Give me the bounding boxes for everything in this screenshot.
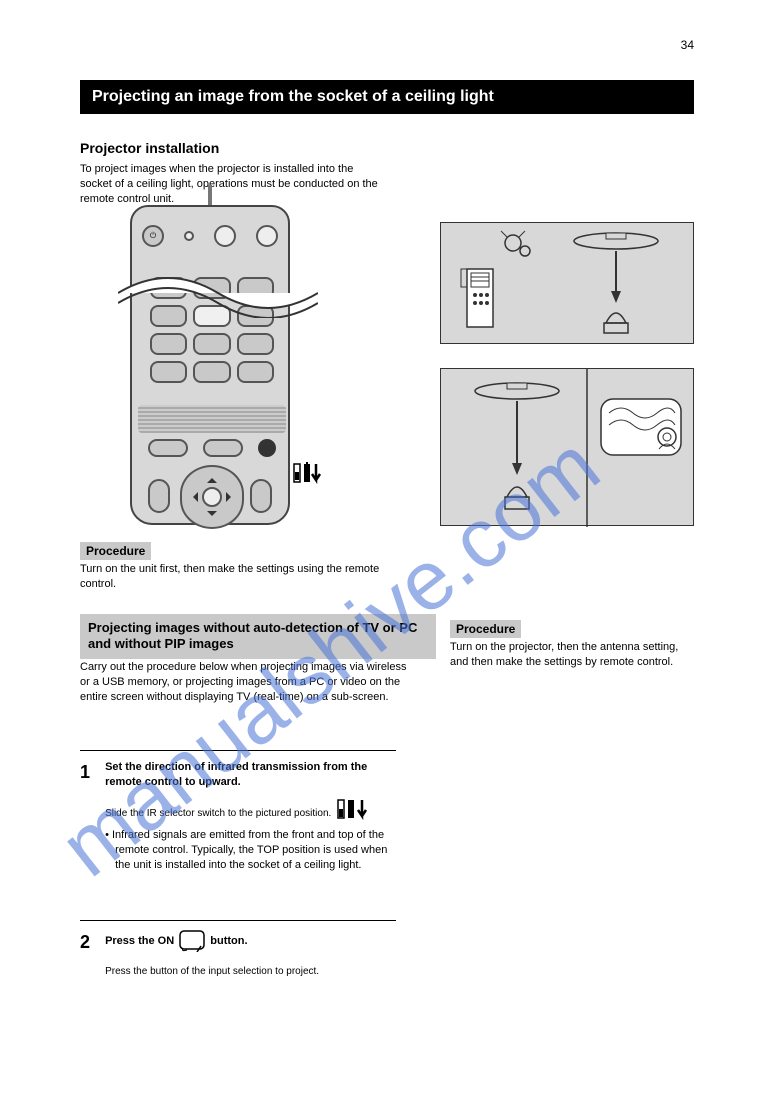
intro-text: To project images when the projector is …: [80, 162, 380, 207]
key-icon: [193, 361, 230, 383]
ir-switch-callout-icon: [292, 460, 322, 491]
step-2: 2 Press the ON button. Press the button …: [80, 930, 400, 978]
step-1-sub-text: Slide the IR selector switch to the pict…: [105, 808, 331, 819]
procedure-label-right: Procedure: [450, 620, 521, 638]
page-number: 34: [681, 38, 694, 52]
page: 34 Projecting an image from the socket o…: [0, 0, 774, 1094]
remote-top-row: ⏻: [132, 225, 288, 247]
key-icon: [237, 333, 274, 355]
step-1-sub: Slide the IR selector switch to the pict…: [105, 798, 395, 825]
dpad-right-icon: [226, 492, 236, 502]
step-number: 1: [80, 760, 102, 784]
step-body: Press the ON button. Press the button of…: [105, 930, 395, 978]
key-icon: [150, 361, 187, 383]
figure-pip: [440, 368, 694, 526]
remote-body: ⏻: [130, 205, 290, 525]
wave-cutout-icon: [118, 268, 318, 318]
divider: [80, 920, 396, 921]
side-button-icon: [250, 479, 272, 513]
step-1: 1 Set the direction of infrared transmis…: [80, 760, 400, 873]
subsection-title: Projecting images without auto-detection…: [80, 614, 436, 659]
step-number: 2: [80, 930, 102, 954]
key-icon: [150, 333, 187, 355]
ir-switch-inline-icon: [336, 798, 370, 825]
key-icon: [237, 361, 274, 383]
step-1-bullet-text: Infrared signals are emitted from the fr…: [112, 829, 387, 871]
figure-full-screen: [440, 222, 694, 344]
subsection-text: Carry out the procedure below when proje…: [80, 660, 410, 705]
step-2-sub: Press the button of the input selection …: [105, 965, 395, 979]
divider: [80, 750, 396, 751]
dpad-ok-icon: [202, 487, 222, 507]
pill-button-icon: [148, 439, 188, 457]
remote-stripe-icon: [138, 405, 286, 433]
step-1-title: Set the direction of infrared transmissi…: [105, 761, 367, 788]
dpad-left-icon: [188, 492, 198, 502]
remote-mid-row: [148, 439, 276, 457]
section-title: Projector installation: [80, 140, 219, 156]
dpad-up-icon: [207, 473, 217, 483]
power-button-icon: ⏻: [142, 225, 164, 247]
remote-illustration: ⏻: [130, 205, 290, 525]
procedure-label: Procedure: [80, 542, 151, 560]
header-bar: Projecting an image from the socket of a…: [80, 80, 694, 114]
dpad-down-icon: [207, 511, 217, 521]
pill-button-icon: [203, 439, 243, 457]
step-2-title: Press the ON button.: [105, 935, 247, 947]
circle-button-icon: [256, 225, 278, 247]
on-button-inline-icon: [179, 930, 205, 957]
side-button-icon: [148, 479, 170, 513]
dpad-icon: [180, 465, 244, 529]
step-body: Set the direction of infrared transmissi…: [105, 760, 395, 873]
led-icon: [184, 231, 194, 241]
record-button-icon: [258, 439, 276, 457]
procedure-text: Turn on the unit first, then make the se…: [80, 562, 380, 592]
step-1-bullet: • Infrared signals are emitted from the …: [105, 828, 395, 873]
circle-button-icon: [214, 225, 236, 247]
procedure-text-right: Turn on the projector, then the antenna …: [450, 640, 694, 670]
key-icon: [193, 333, 230, 355]
remote-antenna-icon: [208, 185, 212, 205]
